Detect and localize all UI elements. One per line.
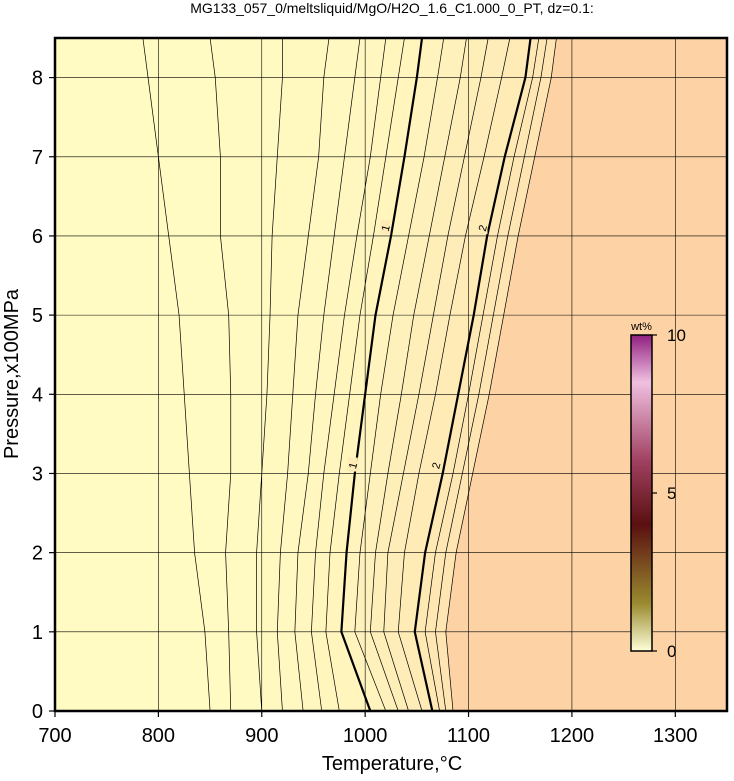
contour-line <box>445 37 557 712</box>
x-tick-label: 1300 <box>653 725 698 747</box>
x-tick-label: 1000 <box>343 725 388 747</box>
contour-label: 1 <box>380 224 393 233</box>
contour-line <box>340 37 424 712</box>
contour-label: 2 <box>430 461 443 470</box>
y-tick-label: 6 <box>32 226 43 248</box>
contour-label-bg <box>347 457 358 472</box>
contour-line <box>325 37 405 712</box>
contour-line <box>435 37 548 712</box>
contour-label-bg <box>477 220 488 235</box>
contour-line <box>256 38 283 712</box>
y-tick-label: 4 <box>32 384 43 406</box>
contour-label-bg <box>380 220 391 235</box>
colorbar-tick-label: 5 <box>667 484 676 503</box>
contour-label-bg <box>430 457 441 472</box>
colorbar-tick-label: 10 <box>667 326 686 345</box>
y-axis-label: Pressure,x100MPa <box>1 288 23 459</box>
contour-line <box>209 37 232 712</box>
contour-line <box>369 37 467 712</box>
y-tick-label: 1 <box>32 622 43 644</box>
x-tick-label: 700 <box>38 725 71 747</box>
contour-line <box>424 37 540 712</box>
y-tick-label: 2 <box>32 543 43 565</box>
x-axis-label: Temperature,°C <box>322 753 462 775</box>
x-tick-label: 900 <box>245 725 278 747</box>
x-tick-label: 1200 <box>550 725 595 747</box>
colorbar-tick-label: 0 <box>667 642 676 661</box>
contour-line <box>142 37 211 712</box>
contour-label: 1 <box>347 461 360 470</box>
chart-title: MG133_057_0/meltsliquid/MgO/H2O_1.6_C1.0… <box>190 0 594 16</box>
contour-line <box>311 37 387 712</box>
contour-line <box>294 37 361 712</box>
y-tick-label: 0 <box>32 701 43 723</box>
y-tick-label: 7 <box>32 147 43 169</box>
contour-fill <box>55 38 211 711</box>
y-tick-label: 8 <box>32 68 43 90</box>
plot-frame <box>53 36 729 713</box>
x-tick-label: 800 <box>142 725 175 747</box>
contour-line <box>354 37 445 712</box>
plot-area: 1 1 2 2 <box>54 37 727 712</box>
x-tick-label: 1100 <box>447 725 490 747</box>
contour-line <box>276 37 330 712</box>
contour-label: 2 <box>477 224 490 233</box>
contour-line <box>397 37 511 712</box>
y-tick-label: 3 <box>32 463 43 485</box>
colorbar-label: wt% <box>630 321 652 333</box>
contour-line <box>383 37 489 712</box>
y-tick-label: 5 <box>32 305 43 327</box>
colorbar <box>630 334 653 652</box>
contour-line <box>413 37 532 712</box>
